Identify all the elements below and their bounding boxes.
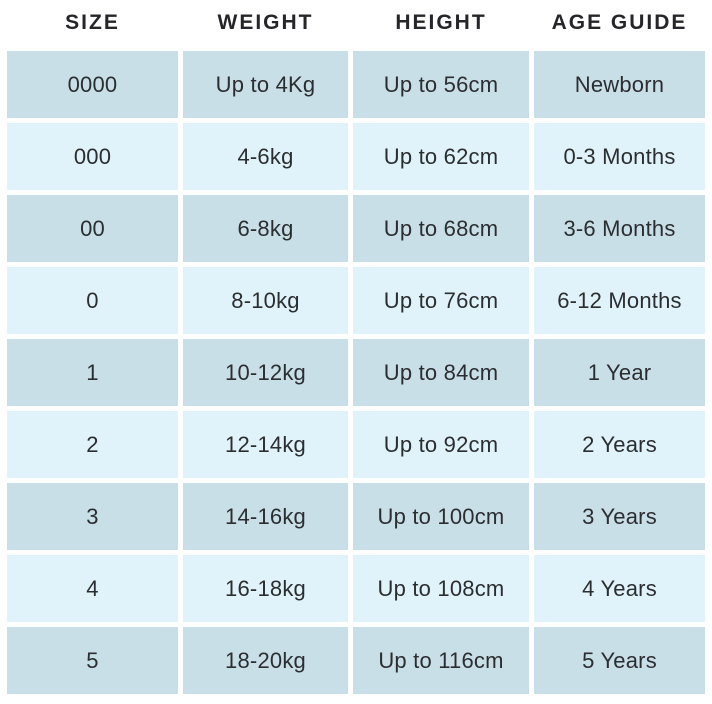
cell-size: 0 <box>7 267 178 334</box>
size-chart-table: SIZE WEIGHT HEIGHT AGE GUIDE 0000 Up to … <box>7 0 705 694</box>
cell-size: 0000 <box>7 51 178 118</box>
cell-age-guide: 3 Years <box>534 483 705 550</box>
table-row: 000 4-6kg Up to 62cm 0-3 Months <box>7 123 705 190</box>
cell-size: 4 <box>7 555 178 622</box>
cell-height: Up to 76cm <box>353 267 529 334</box>
cell-age-guide: 6-12 Months <box>534 267 705 334</box>
table-row: 1 10-12kg Up to 84cm 1 Year <box>7 339 705 406</box>
table-row: 3 14-16kg Up to 100cm 3 Years <box>7 483 705 550</box>
cell-weight: 10-12kg <box>183 339 348 406</box>
cell-weight: 16-18kg <box>183 555 348 622</box>
cell-size: 000 <box>7 123 178 190</box>
table-row: 0000 Up to 4Kg Up to 56cm Newborn <box>7 51 705 118</box>
cell-weight: Up to 4Kg <box>183 51 348 118</box>
table-row: 0 8-10kg Up to 76cm 6-12 Months <box>7 267 705 334</box>
cell-height: Up to 62cm <box>353 123 529 190</box>
column-header-age-guide: AGE GUIDE <box>534 0 705 46</box>
cell-weight: 6-8kg <box>183 195 348 262</box>
table-row: 4 16-18kg Up to 108cm 4 Years <box>7 555 705 622</box>
cell-size: 5 <box>7 627 178 694</box>
cell-height: Up to 116cm <box>353 627 529 694</box>
cell-age-guide: 4 Years <box>534 555 705 622</box>
cell-age-guide: 2 Years <box>534 411 705 478</box>
table-row: 5 18-20kg Up to 116cm 5 Years <box>7 627 705 694</box>
cell-size: 2 <box>7 411 178 478</box>
cell-height: Up to 100cm <box>353 483 529 550</box>
cell-size: 00 <box>7 195 178 262</box>
cell-weight: 18-20kg <box>183 627 348 694</box>
table-row: 00 6-8kg Up to 68cm 3-6 Months <box>7 195 705 262</box>
cell-weight: 14-16kg <box>183 483 348 550</box>
cell-age-guide: 1 Year <box>534 339 705 406</box>
column-header-size: SIZE <box>7 0 178 46</box>
column-header-height: HEIGHT <box>353 0 529 46</box>
cell-weight: 12-14kg <box>183 411 348 478</box>
cell-height: Up to 92cm <box>353 411 529 478</box>
cell-size: 3 <box>7 483 178 550</box>
cell-height: Up to 56cm <box>353 51 529 118</box>
table-header-row: SIZE WEIGHT HEIGHT AGE GUIDE <box>7 0 705 46</box>
cell-size: 1 <box>7 339 178 406</box>
column-header-weight: WEIGHT <box>183 0 348 46</box>
cell-age-guide: Newborn <box>534 51 705 118</box>
cell-age-guide: 5 Years <box>534 627 705 694</box>
cell-height: Up to 108cm <box>353 555 529 622</box>
table-row: 2 12-14kg Up to 92cm 2 Years <box>7 411 705 478</box>
cell-height: Up to 84cm <box>353 339 529 406</box>
cell-weight: 4-6kg <box>183 123 348 190</box>
cell-height: Up to 68cm <box>353 195 529 262</box>
cell-age-guide: 3-6 Months <box>534 195 705 262</box>
cell-age-guide: 0-3 Months <box>534 123 705 190</box>
cell-weight: 8-10kg <box>183 267 348 334</box>
